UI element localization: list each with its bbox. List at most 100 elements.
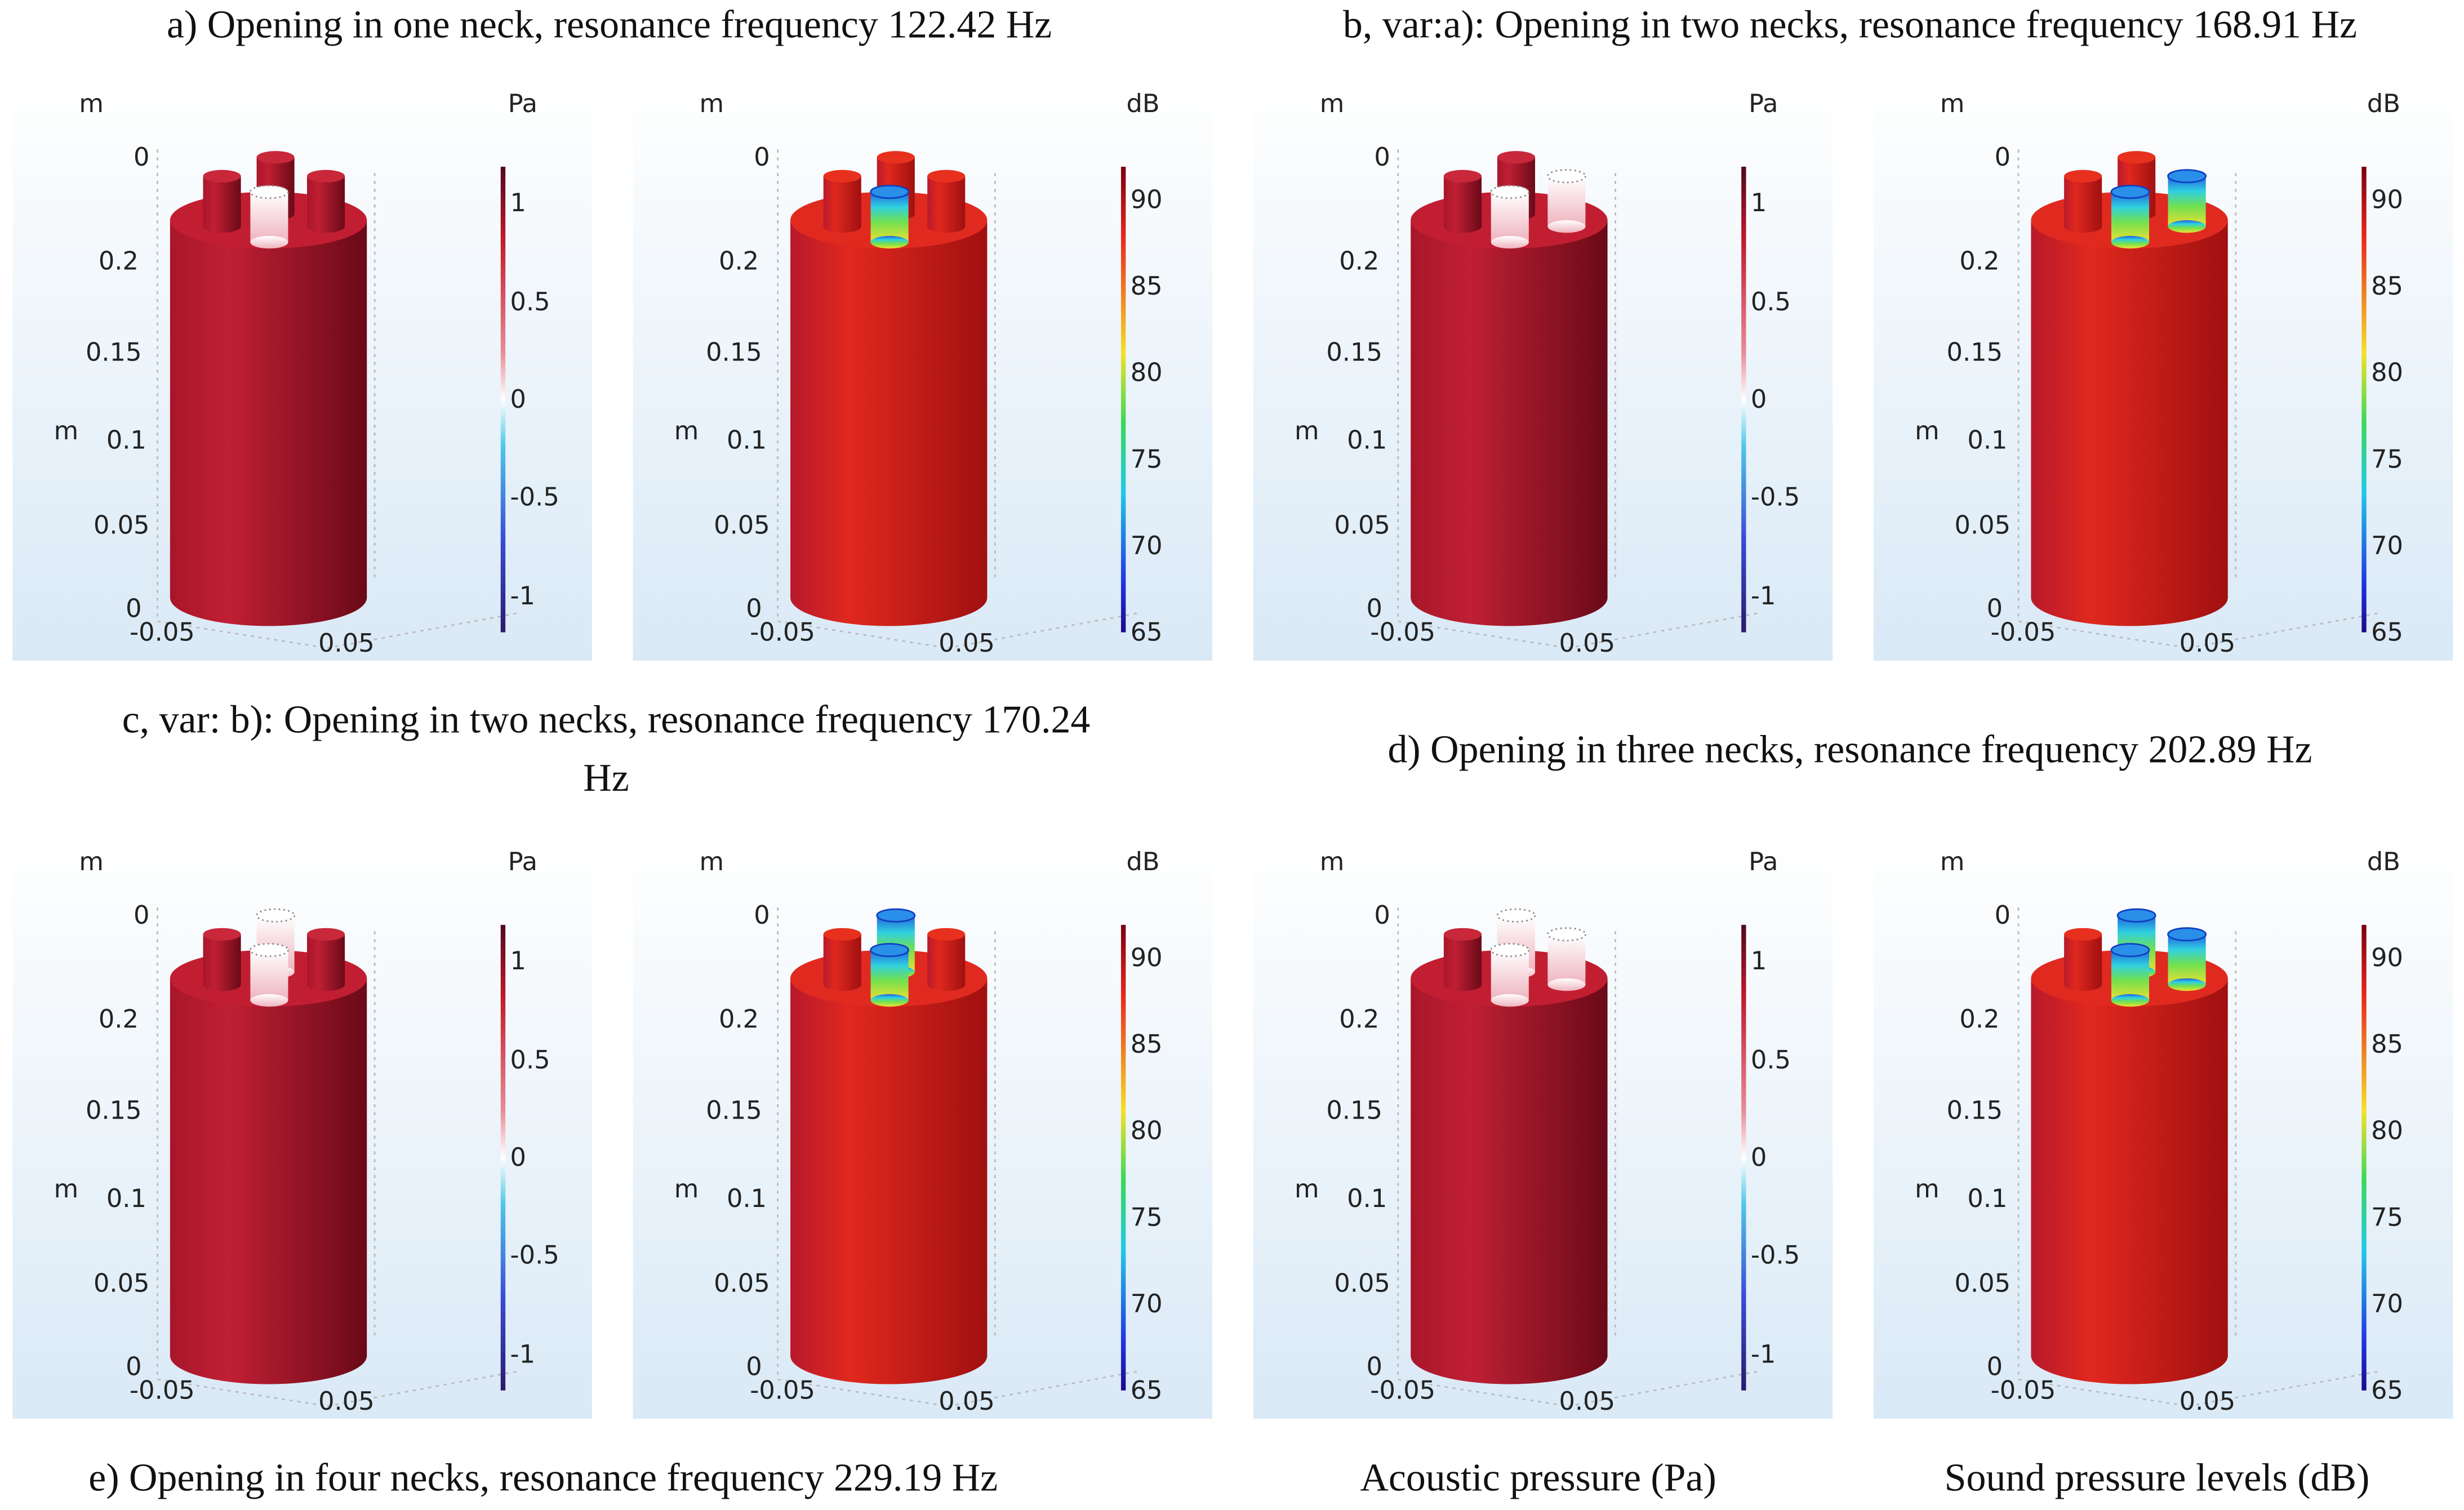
z-tick-label: 0 <box>746 594 762 623</box>
z-tick-label: 0.2 <box>99 246 139 275</box>
cylinder-bottom <box>1411 569 1608 626</box>
neck <box>1547 934 1586 985</box>
neck <box>307 176 345 227</box>
axis-box-line <box>327 1370 517 1407</box>
z-tick-label: 0.2 <box>1959 246 1999 275</box>
neck <box>250 950 288 1001</box>
neck-base <box>927 978 966 991</box>
neck <box>2168 934 2206 985</box>
neck-top <box>203 170 241 182</box>
z-tick-label: 0.15 <box>86 337 142 367</box>
neck-base <box>2064 978 2102 991</box>
colorbar-tick-label: 85 <box>1131 271 1163 301</box>
neck-base <box>2168 220 2206 233</box>
colorbar-tick-label: 80 <box>1131 1116 1163 1146</box>
neck-top <box>203 928 241 941</box>
neck-base <box>203 978 241 991</box>
z-tick-label: 0 <box>1374 142 1390 172</box>
neck <box>1443 176 1482 227</box>
neck-base <box>307 220 345 233</box>
cylinder-body <box>170 220 367 598</box>
z-tick-label: 0.05 <box>1955 1269 2011 1298</box>
neck-top <box>256 908 296 923</box>
z-tick-label: 0 <box>1374 901 1390 930</box>
z-tick-label: 0.2 <box>719 1004 759 1034</box>
axis-box-line <box>2188 612 2378 649</box>
neck <box>870 950 909 1001</box>
colorbar-unit: dB <box>2367 847 2400 876</box>
neck-top <box>2110 943 2150 957</box>
z-tick-label: 0 <box>134 142 149 172</box>
z-tick-label: 0 <box>1987 1352 2003 1382</box>
neck-top <box>2110 185 2150 199</box>
z-tick-label: 0.05 <box>714 1269 770 1298</box>
neck-top <box>877 151 915 164</box>
x-tick-label: 0.05 <box>2180 629 2236 658</box>
axis-box-line <box>948 1370 1137 1407</box>
neck <box>1491 191 1529 243</box>
x-tick-label: -0.05 <box>1370 1376 1435 1405</box>
neck-base <box>1491 994 1529 1007</box>
z-tick-label: 0.15 <box>86 1095 142 1125</box>
axis-box-line <box>327 612 517 649</box>
z-tick-label: 0.1 <box>106 1184 146 1213</box>
plot: m dB 0 0.2 0.15 0.1 0.05 0 m -0.05 0.05 90 85 80 75 70 6… <box>633 78 1213 661</box>
neck <box>2111 191 2150 243</box>
axis-unit: m <box>1320 89 1345 118</box>
neck <box>307 934 345 985</box>
colorbar <box>1120 167 1126 632</box>
colorbar-tick-label: 70 <box>1131 1289 1163 1319</box>
z-tick-label: 0 <box>126 1352 141 1382</box>
colorbar-tick-label: 90 <box>2371 185 2403 214</box>
colorbar-tick-label: -1 <box>510 1339 536 1369</box>
x-tick-label: -0.05 <box>130 617 195 647</box>
neck-top <box>870 185 910 199</box>
z-tick-label: 0.1 <box>727 426 767 455</box>
axis-box-line <box>948 612 1137 649</box>
neck-base <box>870 235 909 249</box>
axis-unit: m <box>1320 847 1345 876</box>
z-axis-unit: m <box>674 1174 699 1204</box>
x-tick-label: 0.05 <box>2180 1387 2236 1416</box>
neck-base <box>250 994 288 1007</box>
neck-top <box>876 908 916 923</box>
neck-top <box>927 928 966 941</box>
panel-caption: c, var: b): Opening in two necks, resona… <box>122 698 1091 742</box>
neck-top <box>1443 170 1482 182</box>
neck-top <box>307 170 345 182</box>
colorbar-tick-label: 65 <box>1131 1376 1163 1405</box>
colorbar-tick-label: 90 <box>1131 185 1163 214</box>
neck-top <box>2167 169 2207 184</box>
z-tick-label: 0 <box>1995 901 2011 930</box>
neck-base <box>1491 235 1529 249</box>
neck-top <box>1490 943 1530 957</box>
axis-box-line <box>777 620 948 649</box>
axis-box-line <box>1568 1370 1758 1407</box>
neck-top <box>249 185 289 199</box>
colorbar-tick-label: 75 <box>1131 1202 1163 1232</box>
z-tick-label: 0.15 <box>1947 1095 2003 1125</box>
colorbar-tick-label: -1 <box>1751 1339 1776 1369</box>
colorbar-tick-label: 90 <box>1131 943 1163 973</box>
z-tick-label: 0.05 <box>1334 1269 1390 1298</box>
colorbar-tick-label: 85 <box>1131 1030 1163 1059</box>
colorbar-tick-label: 70 <box>2371 1289 2403 1319</box>
colorbar-tick-label: 65 <box>1131 617 1163 647</box>
neck <box>1443 934 1482 985</box>
colorbar-tick-label: 75 <box>2371 1202 2403 1232</box>
axis-unit: m <box>79 89 104 118</box>
z-tick-label: 0.15 <box>1326 1095 1382 1125</box>
axis-box-line <box>157 620 328 649</box>
neck <box>823 176 861 227</box>
z-tick-label: 0.15 <box>1326 337 1382 367</box>
x-tick-label: 0.05 <box>939 1387 995 1416</box>
plot: m dB 0 0.2 0.15 0.1 0.05 0 m -0.05 0.05 90 85 80 75 70 6… <box>633 836 1213 1419</box>
neck-base <box>927 220 966 233</box>
plot: m dB 0 0.2 0.15 0.1 0.05 0 m -0.05 0.05 90 85 80 75 70 6… <box>1873 836 2453 1419</box>
x-tick-label: -0.05 <box>750 1376 815 1405</box>
z-tick-label: 0 <box>1995 142 2011 172</box>
cylinder-body <box>1411 978 1608 1356</box>
panel-caption: d) Opening in three necks, resonance fre… <box>1387 728 2312 772</box>
cylinder-body <box>790 978 988 1356</box>
